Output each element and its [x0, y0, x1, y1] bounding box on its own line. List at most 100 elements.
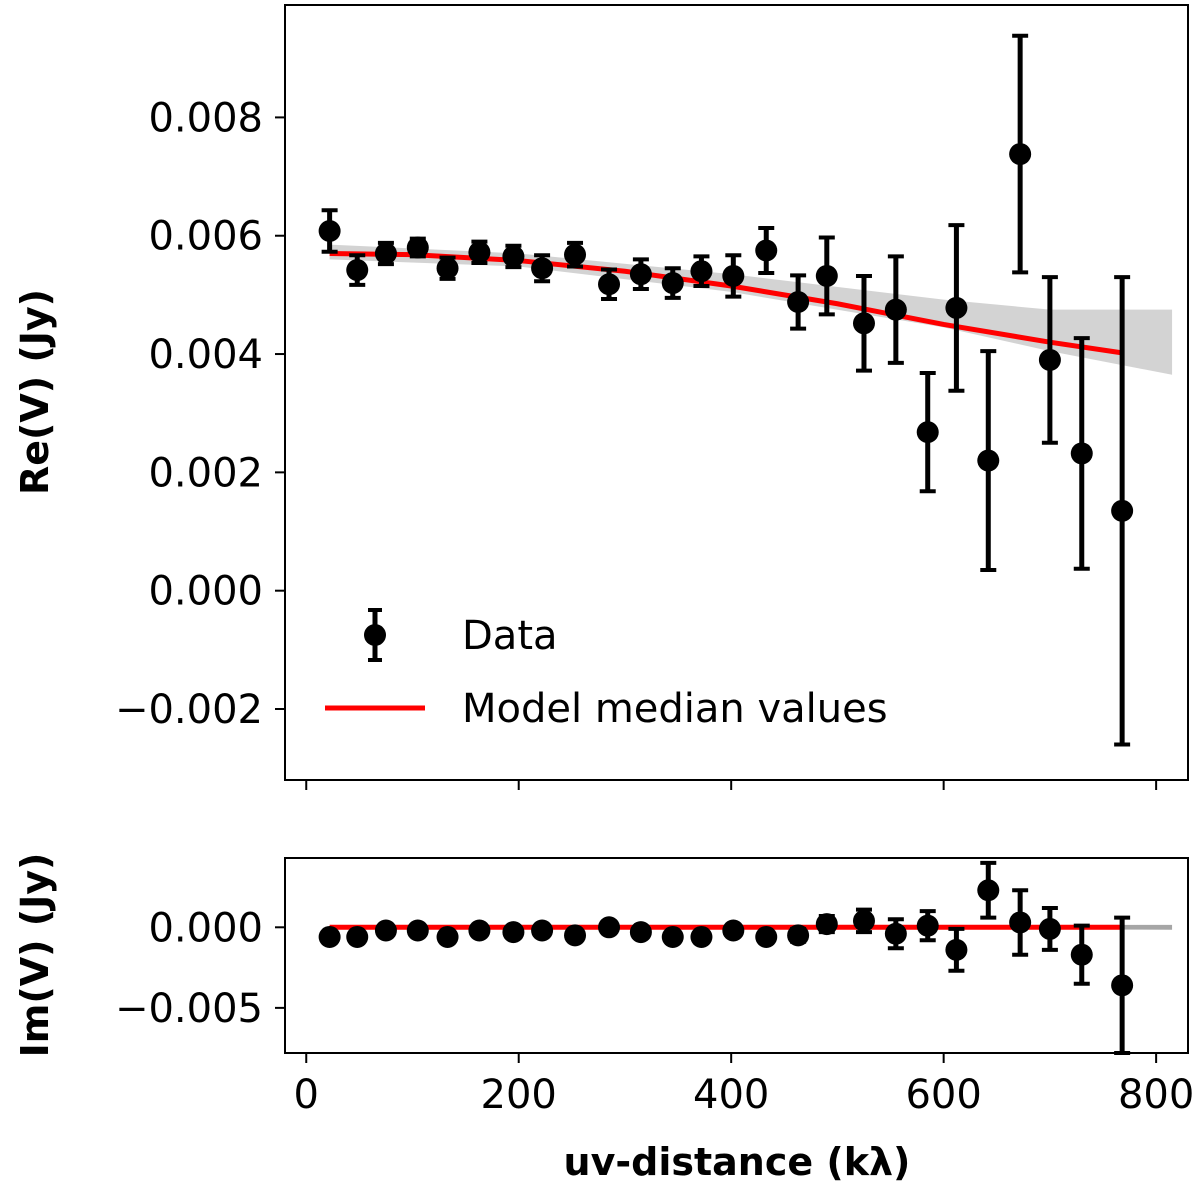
bottom-data-point [977, 860, 1000, 920]
top-data-point [629, 257, 652, 291]
top-data-marker [318, 219, 341, 242]
top-data-point [598, 267, 621, 302]
bottom-data-point [815, 913, 838, 936]
top-data-point [722, 253, 745, 299]
xtick-label: 0 [294, 1072, 319, 1118]
bottom-data-point [318, 925, 341, 948]
top-data-point [468, 239, 491, 265]
xtick-label: 600 [905, 1072, 981, 1118]
top-data-marker [502, 245, 525, 268]
top-data-points [318, 33, 1134, 747]
bottom-data-marker [1070, 943, 1093, 966]
bottom-data-marker [661, 925, 684, 948]
bottom-data-marker [468, 919, 491, 942]
top-data-marker [598, 273, 621, 296]
bottom-data-marker [916, 914, 939, 937]
top-y-ticks: −0.002 0.000 0.002 0.004 0.006 0.008 [115, 95, 285, 733]
bottom-panel: −0.005 0.000 0 200 400 600 800 Im(V) (Jy) uv-… [13, 853, 1194, 1184]
top-data-marker [661, 272, 684, 295]
bottom-data-point [598, 916, 621, 939]
bottom-data-point [755, 925, 778, 948]
bottom-data-point [852, 907, 875, 935]
bottom-data-point [436, 925, 459, 948]
top-data-point [690, 254, 713, 289]
top-data-point [945, 223, 968, 393]
top-data-point [374, 240, 397, 267]
top-data-point [977, 349, 1000, 572]
bottom-data-points [318, 860, 1134, 1055]
top-x-ticks [305, 780, 1158, 790]
top-data-marker [852, 312, 875, 335]
bottom-data-point [1009, 888, 1032, 957]
bottom-data-marker [436, 925, 459, 948]
top-data-marker [1038, 348, 1061, 371]
bottom-data-point [629, 921, 652, 944]
bottom-ytick-label: 0.000 [148, 905, 263, 951]
bottom-data-marker [1038, 917, 1061, 940]
bottom-ytick-label: −0.005 [115, 986, 263, 1032]
bottom-data-marker [722, 919, 745, 942]
bottom-data-point [531, 919, 554, 942]
bottom-data-marker [406, 919, 429, 942]
top-data-point [1070, 336, 1093, 571]
top-data-marker [1070, 442, 1093, 465]
top-data-marker [787, 290, 810, 313]
bottom-data-marker [945, 938, 968, 961]
legend-label-data: Data [462, 613, 558, 659]
bottom-y-axis-label: Im(V) (Jy) [13, 853, 57, 1058]
bottom-data-marker [531, 919, 554, 942]
bottom-data-point [690, 925, 713, 948]
xtick-label: 800 [1118, 1072, 1194, 1118]
top-data-point [1111, 275, 1134, 747]
top-ytick-label: 0.000 [148, 569, 263, 615]
top-data-marker [468, 241, 491, 264]
top-panel: −0.002 0.000 0.002 0.004 0.006 0.008 Re(V) (J… [13, 4, 1189, 790]
bottom-data-point [945, 926, 968, 973]
top-data-marker [755, 239, 778, 262]
legend-label-model: Model median values [462, 686, 888, 732]
top-data-marker [374, 242, 397, 265]
bottom-data-point [374, 919, 397, 942]
legend-marker-data [364, 608, 386, 662]
top-data-marker [531, 257, 554, 280]
xtick-label: 400 [693, 1072, 769, 1118]
bottom-data-marker [977, 879, 1000, 902]
top-data-marker [1111, 499, 1134, 522]
top-ytick-label: 0.002 [148, 450, 263, 496]
top-data-marker [884, 298, 907, 321]
bottom-data-marker [629, 921, 652, 944]
bottom-data-marker [502, 921, 525, 944]
bottom-data-point [916, 909, 939, 943]
bottom-data-marker [884, 922, 907, 945]
top-data-marker [945, 296, 968, 319]
top-data-marker [436, 257, 459, 280]
bottom-data-point [661, 925, 684, 948]
bottom-data-marker [1009, 911, 1032, 934]
top-data-point [884, 254, 907, 365]
top-data-point [502, 243, 525, 270]
bottom-data-marker [346, 925, 369, 948]
bottom-data-point [468, 919, 491, 942]
top-data-point [436, 255, 459, 281]
top-data-marker [629, 263, 652, 286]
bottom-data-point [406, 919, 429, 942]
bottom-data-point [1038, 905, 1061, 952]
bottom-data-marker [852, 909, 875, 932]
top-data-point [661, 266, 684, 300]
top-data-marker [977, 449, 1000, 472]
bottom-data-marker [815, 913, 838, 936]
top-data-marker [406, 236, 429, 259]
top-y-axis-label: Re(V) (Jy) [13, 289, 57, 495]
top-data-point [852, 273, 875, 373]
bottom-data-marker [787, 924, 810, 947]
top-data-marker [916, 421, 939, 444]
x-axis-label: uv-distance (kλ) [564, 1140, 911, 1184]
top-ytick-label: 0.008 [148, 95, 263, 141]
top-data-point [1009, 33, 1032, 275]
top-data-point [916, 370, 939, 494]
bottom-x-ticks: 0 200 400 600 800 [294, 1053, 1194, 1118]
xtick-label: 200 [481, 1072, 557, 1118]
top-data-point [1038, 275, 1061, 445]
top-data-point [564, 240, 587, 269]
